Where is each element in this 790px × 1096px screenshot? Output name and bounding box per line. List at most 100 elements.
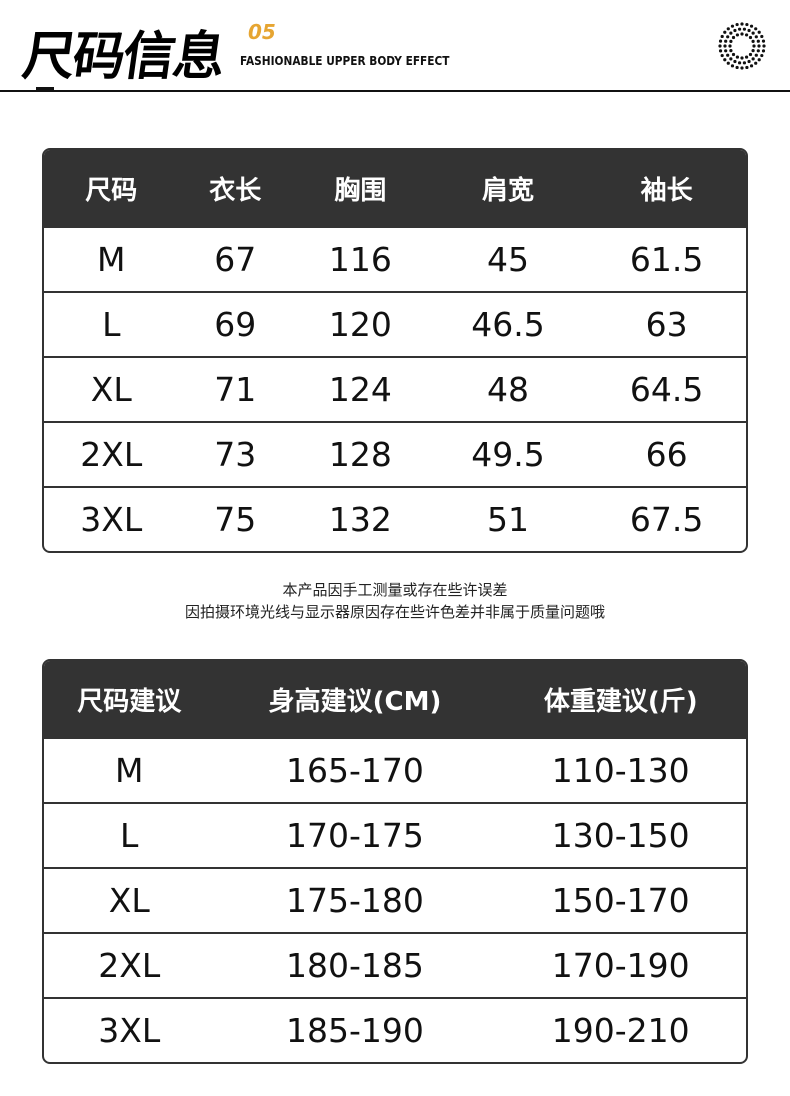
table-cell: 69	[178, 291, 293, 356]
dot	[749, 24, 754, 28]
dot	[737, 27, 742, 31]
column-header: 胸围	[292, 150, 429, 226]
dot-circle-icon	[718, 22, 766, 70]
table-cell: 73	[178, 421, 293, 486]
table-cell: 132	[292, 486, 429, 551]
dot	[735, 65, 739, 70]
table-row: 3XL 75 132 51 67.5	[44, 486, 746, 551]
dot	[718, 39, 723, 43]
table-cell: 180-185	[214, 932, 496, 997]
dot	[729, 57, 733, 61]
table-row: M 165-170 110-130	[44, 737, 746, 802]
dot	[742, 27, 747, 31]
table-cell: 66	[587, 421, 746, 486]
dot	[723, 58, 727, 62]
dot	[720, 53, 724, 58]
dot	[757, 58, 761, 62]
table-cell: 67.5	[587, 486, 746, 551]
column-header: 尺码	[44, 150, 179, 226]
note-line-2: 因拍摄环境光线与显示器原因存在些许色差并非属于质量问题哦	[184, 603, 605, 621]
dot	[751, 57, 755, 61]
table-cell: 3XL	[44, 997, 215, 1062]
dot	[754, 27, 758, 31]
dot	[740, 56, 744, 60]
dot	[733, 59, 737, 64]
dot	[761, 39, 766, 43]
table-cell: 67	[178, 226, 293, 291]
dot	[730, 24, 735, 28]
dot	[735, 22, 739, 27]
dot	[740, 22, 744, 26]
table-cell: XL	[44, 356, 179, 421]
table-cell: XL	[44, 867, 215, 932]
dot	[749, 64, 754, 68]
dot	[726, 53, 730, 57]
table-cell: 64.5	[587, 356, 746, 421]
table-cell: M	[44, 226, 179, 291]
column-header: 尺码建议	[44, 661, 215, 737]
dot	[754, 53, 758, 57]
dot	[735, 33, 740, 37]
dot	[742, 61, 747, 65]
dot	[729, 48, 733, 53]
table-cell: 190-210	[495, 997, 746, 1062]
dot	[733, 28, 737, 33]
column-header: 衣长	[178, 150, 293, 226]
dot	[744, 33, 749, 37]
table-cell: 63	[587, 291, 746, 356]
table-cell: 170-175	[214, 802, 496, 867]
dot	[751, 48, 755, 53]
dot	[761, 49, 766, 53]
dot	[754, 61, 758, 65]
table-cell: 170-190	[495, 932, 746, 997]
column-header: 肩宽	[428, 150, 588, 226]
dot	[756, 39, 760, 43]
section-number: 05	[248, 20, 276, 44]
recommend-table: 尺码建议 身高建议(CM) 体重建议(斤) M 165-170 110-130 L 170-1…	[42, 659, 748, 1064]
dot	[735, 55, 740, 59]
table-cell: 165-170	[214, 737, 496, 802]
dot	[751, 39, 755, 44]
dot	[731, 35, 736, 40]
size-table: 尺码 衣长 胸围 肩宽 袖长 M 67 116 45 61.5 L 69 120 46.5 63 XL 71 12…	[42, 148, 748, 553]
dot	[754, 35, 758, 39]
dot	[747, 28, 751, 33]
dot	[718, 49, 723, 53]
dot	[737, 61, 742, 65]
dot	[760, 53, 764, 58]
table-cell: 48	[428, 356, 588, 421]
table-cell: 51	[428, 486, 588, 551]
table-cell: L	[44, 291, 179, 356]
table-cell: 46.5	[428, 291, 588, 356]
dot	[752, 44, 756, 48]
dot	[723, 30, 727, 34]
table-cell: 49.5	[428, 421, 588, 486]
table-cell: 120	[292, 291, 429, 356]
dot	[720, 34, 724, 39]
table-cell: 124	[292, 356, 429, 421]
table-cell: 61.5	[587, 226, 746, 291]
dot	[726, 35, 730, 39]
dot	[740, 32, 744, 36]
table-cell: 185-190	[214, 997, 496, 1062]
table-cell: 2XL	[44, 932, 215, 997]
table-cell: 75	[178, 486, 293, 551]
dot	[724, 39, 728, 43]
dot	[726, 61, 730, 65]
divider	[0, 90, 790, 92]
page-title: 尺码信息	[19, 27, 228, 87]
table-cell: M	[44, 737, 215, 802]
dot	[747, 59, 751, 64]
table-cell: 130-150	[495, 802, 746, 867]
dot	[729, 31, 733, 35]
table-cell: L	[44, 802, 215, 867]
column-header: 袖长	[587, 150, 746, 226]
table-row: XL 175-180 150-170	[44, 867, 746, 932]
table-cell: 71	[178, 356, 293, 421]
dot	[726, 27, 730, 31]
dot	[748, 35, 753, 40]
dot	[744, 55, 749, 59]
table-row: L 69 120 46.5 63	[44, 291, 746, 356]
table-row: XL 71 124 48 64.5	[44, 356, 746, 421]
table-cell: 128	[292, 421, 429, 486]
